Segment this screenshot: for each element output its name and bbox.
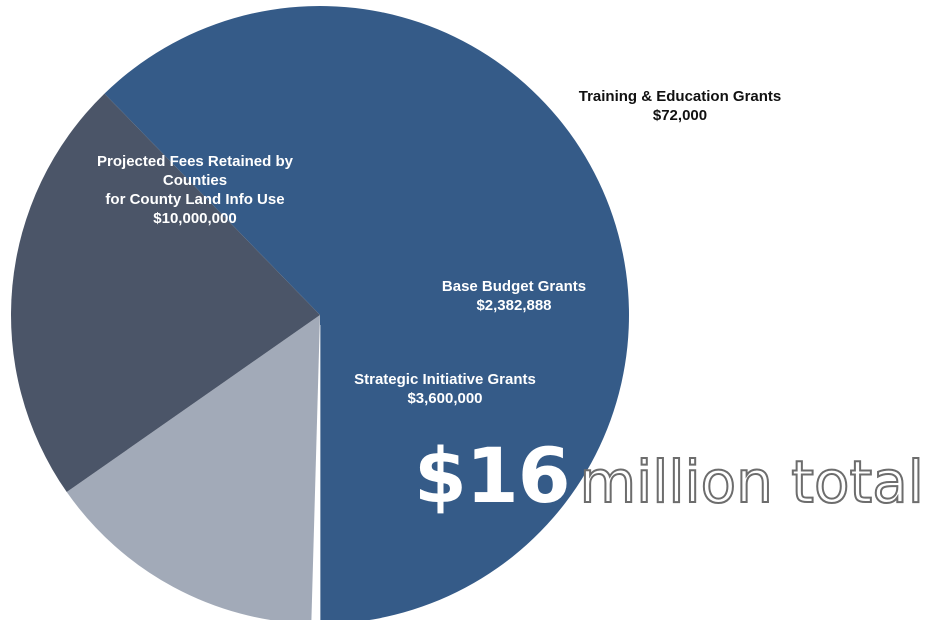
slice-label-base-budget: Base Budget Grants $2,382,888 (414, 277, 614, 315)
slice-value-label: $3,600,000 (407, 390, 483, 407)
total-annotation: $16 million total (414, 438, 925, 516)
slice-label-strategic-initiative: Strategic Initiative Grants $3,600,000 (320, 370, 570, 408)
total-suffix: million total (579, 448, 925, 516)
pie-slice-strategic-initiative-grants (11, 93, 321, 493)
slice-value-label: $10,000,000 (153, 210, 237, 227)
slice-label-line: Projected Fees Retained by (97, 153, 293, 170)
slice-label-training-grants: Training & Education Grants $72,000 (540, 87, 820, 125)
pie-slice-base-budget-grants (66, 315, 320, 620)
slice-label-line: Training & Education Grants (578, 88, 782, 105)
pie-slice-training-education-grants (311, 324, 321, 620)
slice-label-line: Base Budget Grants (441, 278, 587, 295)
slice-label-line: Counties (162, 172, 228, 189)
slice-label-line: for County Land Info Use (105, 191, 285, 208)
total-amount: $16 (414, 431, 571, 520)
pie-slice-projected-fees-retained-by-counties-for-county-land-info-use (104, 6, 629, 620)
slice-value-label: $72,000 (652, 107, 708, 124)
slice-label-county-fees: Projected Fees Retained by Counties for … (40, 152, 350, 228)
slice-value-label: $2,382,888 (476, 297, 552, 314)
slice-label-line: Strategic Initiative Grants (354, 371, 536, 388)
